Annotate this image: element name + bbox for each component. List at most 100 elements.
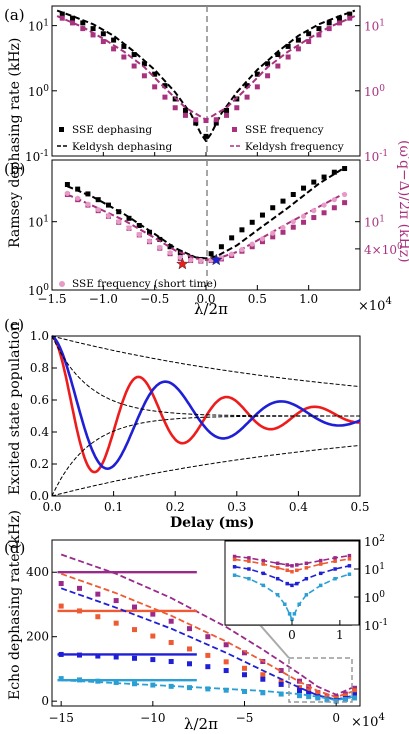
panel-d-purple-data-point	[77, 585, 82, 591]
inset-cyan-data-point	[287, 612, 292, 616]
panel-b-right-ylabel: (ω′q−Δ)/2π (kHz)	[396, 140, 409, 263]
panel-a-sse-frequency-point	[285, 54, 291, 60]
panel-d-cyan-data-point	[58, 676, 64, 682]
panel-b-series-1	[67, 166, 346, 260]
panel-b-sse-frequency-short-time--point	[259, 236, 266, 242]
inset-cyan-data-point	[283, 602, 287, 607]
panel-a-sse-dephasing-point	[59, 11, 65, 17]
panel-c-y-tick-label: 0.4	[30, 425, 49, 439]
panel-a-sse-frequency-point	[121, 54, 127, 60]
panel-b-series-3	[66, 192, 346, 261]
panel-c-x-tick-label: 0.1	[104, 500, 123, 514]
panel-d-x-tick-label: 0	[332, 711, 340, 725]
panel-a-left-tick-label-exp: 0	[43, 84, 49, 94]
panel-b-series-2-point	[342, 200, 348, 206]
panel-b-red-star-marker	[176, 257, 189, 270]
panel-d-blue-data-point	[187, 661, 192, 667]
panel-c-y-tick-label: 1.0	[30, 329, 49, 343]
inset-blue-data-point	[275, 576, 280, 581]
legend-sse-frequency: SSE frequency	[245, 124, 324, 136]
inset-right-tick-label-exp: 1	[379, 562, 385, 572]
panel-a-sse-dephasing-point	[80, 20, 86, 26]
panel-b-sse-frequency-short-time--point	[280, 224, 286, 231]
panel-c-y-tick-label: 0.8	[30, 361, 49, 375]
inset-purple-data-point	[318, 558, 323, 563]
panel-b-right-tick-label-base: 10	[364, 216, 379, 230]
panel-b-series-0-point	[157, 236, 163, 242]
panel-b-x-tick-label: −1.0	[89, 292, 118, 306]
panel-d-x-tick-label: −10	[140, 711, 165, 725]
legend-sse-frequency-short-time: SSE frequency (short time)	[72, 278, 217, 290]
inset-right-tick-label-exp: 0	[379, 590, 385, 600]
panel-d-orange-data-point	[113, 620, 119, 626]
panel-b-x-tick-label: 0.5	[248, 292, 267, 306]
panel-d-blue-data-point	[95, 653, 101, 659]
inset-purple-data-point	[247, 556, 251, 560]
panel-b-sse-frequency-short-time--point	[188, 257, 194, 263]
panel-a-sse-dephasing-point	[295, 37, 301, 43]
panel-c-red-oscillation-curve	[51, 335, 360, 474]
inset-orange-data-point	[295, 568, 299, 573]
panel-a-sse-frequency-point	[234, 105, 240, 111]
inset-blue-data-point	[347, 564, 352, 568]
panel-d-orange-data-point	[168, 640, 174, 646]
panel-a-keldysh-dephasing	[56, 9, 356, 142]
panel-a-sse-dephasing-point	[244, 83, 250, 89]
inset-right-tick-label: 10-1	[364, 618, 388, 633]
panel-b-series-0-point	[239, 227, 245, 233]
panel-a-sse-dephasing-point	[316, 26, 322, 32]
panel-a-sse-frequency-point	[224, 112, 230, 118]
inset-cyan-data-point	[304, 593, 309, 597]
panel-b-sse-frequency-short-time--point	[85, 201, 91, 207]
panel-b-series-0-point	[331, 169, 337, 175]
panel-d-x-multiplier: ×104	[351, 712, 385, 730]
panel-d-y-tick-label: 200	[26, 630, 49, 644]
inset-purple-data-point	[290, 564, 294, 568]
panel-b-sse-frequency-short-time--point	[136, 231, 142, 238]
panel-d-blue-data-point	[352, 692, 357, 698]
panel-c-ylabel: Excited state population	[7, 322, 23, 495]
panel-d-cyan-data-point	[297, 693, 302, 699]
inset-right-tick-label-exp: -1	[379, 618, 388, 628]
panel-d-y-tick-label: 400	[26, 565, 49, 579]
panel-d-cyan-data-point	[242, 688, 247, 694]
panel-d-cyan-data-point	[223, 687, 229, 693]
panel-d-orange-data-point	[205, 652, 211, 658]
panel-b-sse-frequency-short-time--point	[116, 219, 122, 225]
inset-blue-data-point	[285, 581, 289, 586]
inset-blue-data-point	[290, 583, 294, 588]
panel-d-blue-data-point	[150, 657, 156, 663]
panel-d-blue-data-point	[113, 654, 119, 660]
panel-b-right-tick-label: 4×100	[364, 242, 403, 257]
inset-x-tick-label: 0	[288, 628, 296, 642]
panel-b-sse-frequency-short-time--point	[239, 247, 245, 253]
inset-marks	[232, 553, 352, 622]
panel-c-y-tick-label: 0.2	[30, 457, 49, 471]
panel-a-sse-frequency-point	[90, 32, 96, 38]
panel-a-sse-dephasing-point	[275, 52, 281, 58]
panel-b-right-tick-label-exp: 1	[379, 215, 385, 225]
panel-b-series-2-point	[321, 210, 327, 216]
ramsey-ylabel: Ramsey dephasing rate (kHz)	[7, 38, 23, 248]
panel-d-x-tick-label: −15	[49, 711, 74, 725]
panel-c-envelope-curve	[51, 335, 361, 388]
panel-b-sse-frequency-short-time--point	[290, 219, 296, 225]
panel-a-sse-dephasing-point	[265, 61, 271, 67]
panel-d-ylabel: Echo dephasing rate (kHz)	[7, 510, 23, 700]
panel-b-sse-frequency-short-time--point	[270, 230, 276, 236]
panel-a-right-tick-label: 10-1	[364, 149, 388, 164]
panel-b-series-0-point	[290, 192, 296, 198]
panel-a-sse-dephasing-point	[254, 71, 260, 77]
panel-b-sse-frequency-short-time--point	[311, 208, 317, 214]
panel-d-purple-data-point	[58, 581, 64, 587]
panel-b-series-0-point	[95, 197, 101, 203]
panel-a-right-tick-label-base: 10	[364, 20, 379, 34]
panel-d-orange-data-point	[58, 603, 64, 609]
panel-a-left-tick-label-base: 10	[28, 85, 43, 99]
panel-b-sse-frequency-short-time--point	[342, 191, 348, 198]
panel-b-series-2-point	[270, 234, 276, 240]
panel-a-sse-dephasing-point	[121, 43, 127, 49]
